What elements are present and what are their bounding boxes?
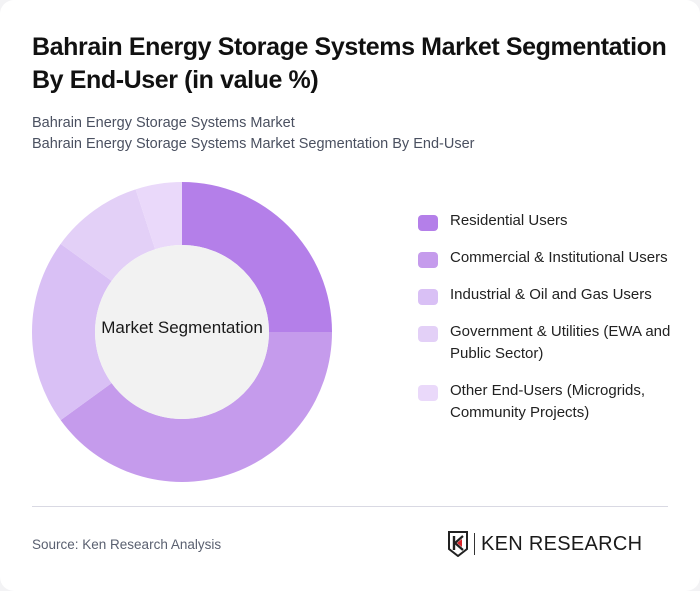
chart-title: Bahrain Energy Storage Systems Market Se… (32, 33, 667, 94)
legend-label: Residential Users (450, 212, 568, 229)
donut-segment (60, 189, 156, 281)
legend-item-commercial: Commercial & Institutional Users (418, 247, 678, 269)
legend-item-other: Other End-Users (Microgrids, Community P… (418, 380, 678, 424)
logo-text: KEN RESEARCH (481, 532, 643, 555)
legend-swatch (418, 215, 438, 231)
legend-item-residential: Residential Users (418, 210, 678, 232)
donut-center-label: Market Segmentation (101, 318, 263, 337)
legend-swatch (418, 385, 438, 401)
legend-label: Industrial & Oil and Gas Users (450, 286, 652, 303)
legend-swatch (418, 252, 438, 268)
donut-segment (31, 243, 112, 421)
donut-hole (95, 245, 269, 419)
legend-label: Commercial & Institutional Users (450, 249, 668, 266)
ken-research-shield-icon (448, 531, 468, 557)
legend: Residential Users Commercial & Instituti… (418, 210, 678, 439)
donut-segment (182, 182, 332, 332)
chart-subtitle: Bahrain Energy Storage Systems Market Ba… (32, 113, 672, 155)
source-note: Source: Ken Research Analysis (32, 537, 222, 552)
footer-divider (32, 506, 668, 507)
legend-label: Other End-Users (Microgrids, Community P… (450, 382, 646, 421)
legend-item-government: Government & Utilities (EWA and Public S… (418, 321, 678, 365)
legend-label: Government & Utilities (EWA and Public S… (450, 323, 671, 362)
donut-segment (135, 182, 182, 250)
donut-segment (60, 332, 332, 482)
donut-chart (31, 182, 332, 482)
legend-item-industrial: Industrial & Oil and Gas Users (418, 284, 678, 306)
subtitle-line-2: Bahrain Energy Storage Systems Market Se… (32, 136, 475, 152)
legend-swatch (418, 326, 438, 342)
ken-research-logo: KEN RESEARCH (447, 529, 642, 559)
logo-divider (474, 533, 475, 555)
subtitle-line-1: Bahrain Energy Storage Systems Market (32, 115, 295, 131)
legend-swatch (418, 289, 438, 305)
